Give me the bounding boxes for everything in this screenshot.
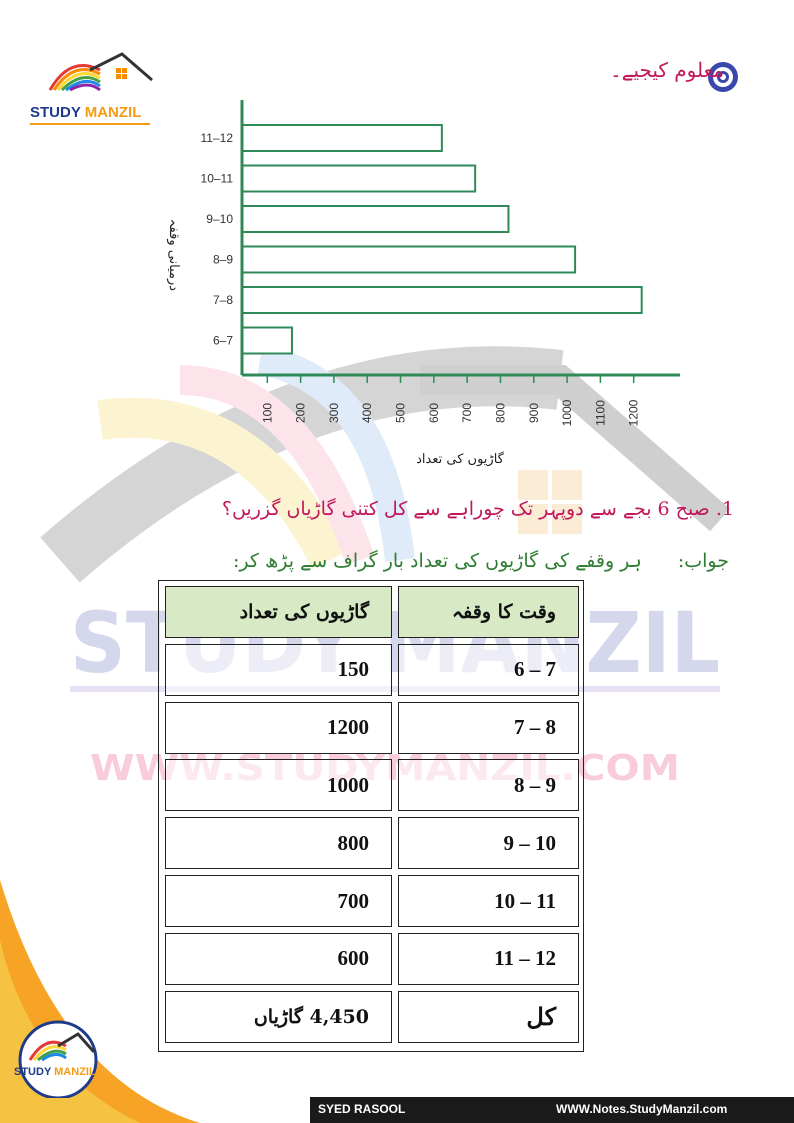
cell-text: 1000: [327, 772, 369, 797]
x-tick-label: 700: [460, 403, 474, 423]
count-cell: 150: [165, 643, 392, 696]
time-cell: 9 – 10: [398, 817, 579, 870]
cell-text: گاڑیوں کی تعداد: [239, 601, 369, 623]
y-tick-label: 7–8: [213, 293, 233, 307]
footer-bar: [310, 1097, 794, 1123]
footer-author: SYED RASOOL: [318, 1102, 406, 1116]
bar-chart: 100 200 300 400 500 600 700 800 900 1000 1100 1200 …: [166, 100, 680, 467]
y-tick-label: 6–7: [213, 334, 233, 348]
section-title: معلوم کیجیے۔: [610, 58, 724, 82]
total-label-cell: کل: [398, 990, 579, 1043]
y-categories: 6–7 7–8 8–9 9–10 10–11 11–12: [201, 131, 234, 348]
chart-bars: [241, 124, 643, 355]
question: 1. صبح 6 بجے سے دوپہر تک چوراہے سے کل کت…: [222, 498, 734, 520]
time-cell: 6 – 7: [398, 643, 579, 696]
question-text: صبح 6 بجے سے دوپہر تک چوراہے سے کل کتنی …: [221, 498, 710, 520]
cell-text: 8 – 9: [514, 772, 556, 797]
sun-icon: [708, 62, 738, 92]
cell-text: وقت کا وقفہ: [452, 601, 556, 623]
count-cell: 600: [165, 932, 392, 985]
cell-text: 4,450 گاڑیاں: [253, 1005, 369, 1028]
x-axis-title: گاڑیوں کی تعداد: [416, 451, 505, 467]
x-tick-label: 1100: [593, 400, 607, 426]
count-cell: 800: [165, 817, 392, 870]
bar-8–9: [241, 245, 577, 274]
bar-6–7: [241, 326, 293, 355]
count-cell: 1200: [165, 701, 392, 754]
x-tick-label: 300: [327, 403, 341, 423]
count-cell: 700: [165, 875, 392, 927]
y-tick-label: 11–12: [201, 131, 234, 145]
answer: جواب: ہر وقفے کی گاڑیوں کی تعداد بار گرا…: [233, 550, 729, 572]
y-tick-label: 9–10: [206, 212, 233, 226]
logo-house-icon: [48, 52, 153, 92]
footer-url[interactable]: WWW.Notes.StudyManzil.com: [556, 1102, 728, 1116]
bar-10–11: [241, 164, 477, 193]
x-tick-label: 100: [260, 403, 274, 423]
cell-text: کل: [526, 1002, 556, 1032]
header-cell-count: گاڑیوں کی تعداد: [165, 586, 392, 638]
y-axis-title: درمیانی وقفہ: [166, 219, 181, 291]
logo-footer: STUDY MANZIL: [8, 1020, 108, 1100]
bar-7–8: [241, 286, 643, 314]
y-tick-label: 8–9: [213, 253, 233, 267]
cell-text: 10 – 11: [494, 888, 556, 913]
time-cell: 7 – 8: [398, 701, 579, 754]
x-tick-label: 1000: [560, 399, 574, 426]
x-tick-label: 400: [360, 403, 374, 423]
bar-9–10: [241, 205, 510, 233]
cell-text: 1200: [327, 715, 369, 740]
cell-text: 800: [337, 830, 370, 855]
cell-text: 6 – 7: [514, 657, 556, 682]
bar-11–12: [241, 124, 443, 152]
total-count-cell: 4,450 گاڑیاں: [165, 990, 392, 1043]
data-table: گاڑیوں کی تعداد وقت کا وقفہ 150 6 – 7 1200 7 …: [158, 580, 584, 1052]
y-tick-label: 10–11: [201, 172, 234, 186]
x-tick-label: 1200: [627, 399, 641, 426]
time-cell: 8 – 9: [398, 759, 579, 812]
time-cell: 10 – 11: [398, 875, 579, 927]
cell-text: 11 – 12: [494, 946, 556, 971]
header-cell-time: وقت کا وقفہ: [398, 586, 579, 638]
time-cell: 11 – 12: [398, 932, 579, 985]
answer-text: ہر وقفے کی گاڑیوں کی تعداد بار گراف سے پ…: [233, 550, 642, 572]
question-number: 1.: [715, 498, 734, 520]
x-tick-label: 900: [527, 403, 541, 423]
x-tick-label: 800: [493, 403, 507, 423]
cell-text: 700: [337, 888, 370, 913]
cell-text: 7 – 8: [514, 715, 556, 740]
logo-footer-text: STUDY MANZIL: [14, 1066, 96, 1078]
x-ticks: 100 200 300 400 500 600 700 800 900 1000 1100 1200: [260, 375, 641, 426]
x-tick-label: 200: [294, 403, 308, 423]
cell-text: 150: [337, 657, 370, 682]
logo-text: STUDY MANZIL: [30, 104, 142, 121]
answer-label: جواب:: [677, 550, 729, 572]
cell-text: 600: [337, 946, 370, 971]
x-tick-label: 500: [394, 403, 408, 423]
cell-text: 9 – 10: [503, 830, 557, 855]
count-cell: 1000: [165, 759, 392, 812]
logo: STUDY MANZIL: [30, 50, 154, 125]
x-tick-label: 600: [427, 403, 441, 423]
